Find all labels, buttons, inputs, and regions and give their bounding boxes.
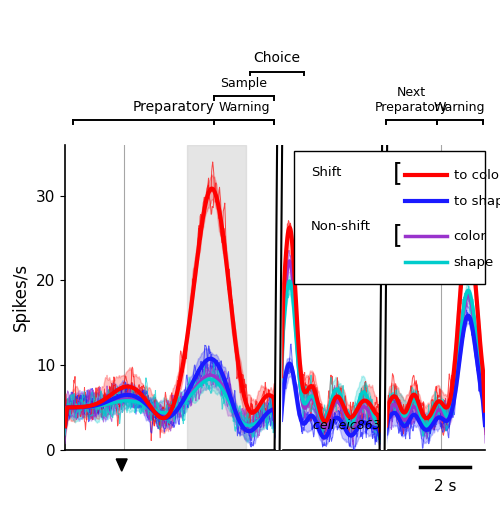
- Text: [: [: [392, 223, 402, 247]
- Text: Next
Preparatory: Next Preparatory: [375, 86, 448, 114]
- FancyBboxPatch shape: [294, 151, 485, 283]
- Text: Non-shift: Non-shift: [310, 220, 370, 233]
- Text: shape: shape: [454, 256, 494, 269]
- Text: Warning: Warning: [434, 101, 486, 114]
- Text: cell eic863: cell eic863: [313, 419, 380, 432]
- Text: Warning: Warning: [218, 101, 270, 114]
- Text: 2 s: 2 s: [434, 479, 456, 494]
- Polygon shape: [116, 459, 127, 471]
- Text: Preparatory: Preparatory: [132, 100, 214, 114]
- Text: to shape: to shape: [454, 195, 500, 208]
- Bar: [381, 145, 386, 450]
- Text: Sample: Sample: [220, 77, 268, 90]
- Text: Choice: Choice: [254, 52, 300, 66]
- Bar: [187, 145, 246, 450]
- Text: [: [: [392, 161, 402, 186]
- Text: to color: to color: [454, 169, 500, 182]
- Y-axis label: Spikes/s: Spikes/s: [12, 263, 30, 331]
- Text: color: color: [454, 230, 486, 243]
- Bar: [276, 145, 281, 450]
- Text: Shift: Shift: [310, 166, 341, 179]
